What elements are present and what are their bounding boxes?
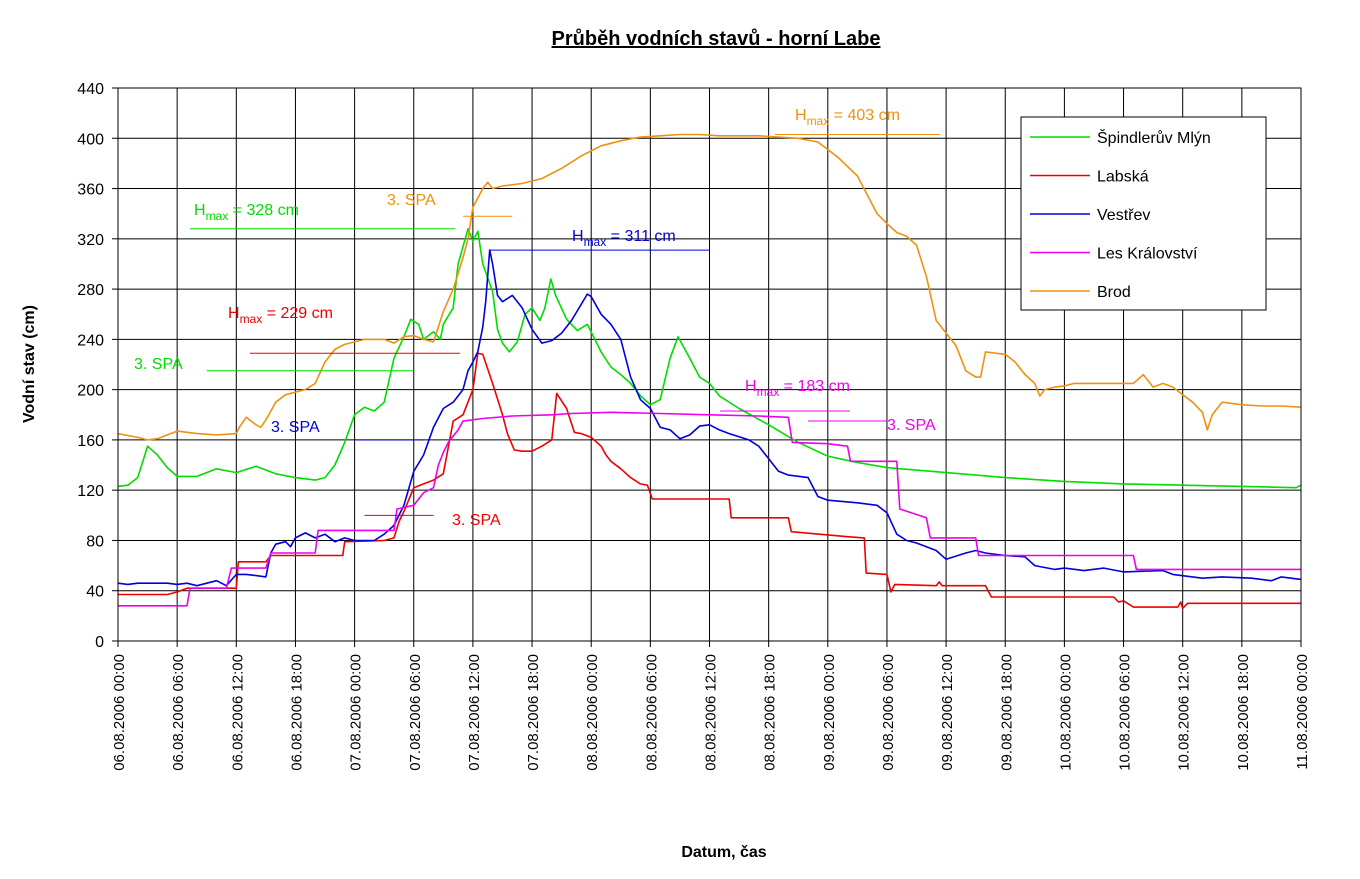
x-tick-label: 10.08.2006 18:00 — [1235, 654, 1252, 771]
x-tick-label: 11.08.2006 00:00 — [1294, 654, 1311, 770]
x-tick-label: 07.08.2006 12:00 — [466, 654, 483, 771]
x-tick-label: 08.08.2006 12:00 — [703, 654, 720, 771]
hmax-label-value: = 229 cm — [262, 305, 333, 322]
hmax-label-base: H — [572, 228, 584, 245]
x-tick-label: 08.08.2006 06:00 — [643, 654, 660, 771]
hmax-label: Hmax = 311 cm — [572, 228, 676, 249]
hmax-label-base: H — [745, 378, 757, 395]
legend-label: Labská — [1097, 169, 1149, 186]
legend-label: Les Království — [1097, 246, 1198, 263]
hmax-label-sub: max — [757, 385, 780, 399]
y-tick-label: 320 — [77, 232, 104, 249]
hmax-label-base: H — [228, 305, 240, 322]
y-tick-label: 240 — [77, 332, 104, 349]
hmax-label-value: = 403 cm — [829, 107, 900, 124]
y-tick-label: 200 — [77, 383, 104, 400]
hmax-label-sub: max — [240, 312, 263, 326]
legend-label: Vestřev — [1097, 207, 1150, 224]
y-tick-label: 400 — [77, 131, 104, 148]
hmax-label-value: = 311 cm — [606, 228, 676, 245]
hmax-label-value: = 183 cm — [779, 378, 850, 395]
hmax-label: Hmax = 328 cm — [194, 202, 299, 223]
y-tick-label: 0 — [95, 634, 104, 651]
spa-label: 3. SPA — [887, 417, 936, 434]
x-tick-label: 06.08.2006 18:00 — [288, 654, 305, 771]
x-tick-label: 06.08.2006 12:00 — [229, 654, 246, 771]
x-tick-label: 09.08.2006 06:00 — [880, 654, 897, 771]
hmax-label-base: H — [194, 202, 206, 219]
legend: Špindlerův Mlýn Labská Vestřev Les Královst… — [1020, 116, 1267, 311]
x-tick-label: 07.08.2006 00:00 — [348, 654, 365, 771]
y-tick-label: 40 — [86, 584, 104, 601]
chart-title: Průběh vodních stavů - horní Labe — [552, 28, 881, 50]
hmax-label: Hmax = 229 cm — [228, 305, 333, 326]
hmax-label: Hmax = 403 cm — [795, 107, 900, 128]
spa-label: 3. SPA — [452, 512, 501, 529]
x-axis-label: Datum, čas — [681, 844, 766, 861]
x-tick-label: 10.08.2006 12:00 — [1176, 654, 1193, 771]
x-tick-label: 08.08.2006 00:00 — [584, 654, 601, 771]
y-tick-label: 120 — [77, 483, 104, 500]
x-axis: 06.08.2006 00:00 06.08.2006 06:00 06.08.20… — [111, 641, 1311, 771]
spa-label: 3. SPA — [134, 356, 183, 373]
series-line-1 — [118, 352, 1301, 610]
hmax-label-value: = 328 cm — [228, 202, 299, 219]
x-tick-label: 07.08.2006 18:00 — [525, 654, 542, 771]
hmax-label-sub: max — [584, 235, 607, 249]
y-tick-label: 80 — [86, 533, 104, 550]
series-line-4 — [117, 133, 1302, 441]
x-tick-label: 10.08.2006 00:00 — [1057, 654, 1074, 771]
x-tick-label: 08.08.2006 18:00 — [762, 654, 779, 771]
y-axis: 0 40 80 120 160 200 240 280 320 360 400 440 — [77, 81, 118, 651]
hmax-label-base: H — [795, 107, 807, 124]
spa-label: 3. SPA — [271, 419, 320, 436]
y-tick-label: 440 — [77, 81, 104, 98]
series-layer — [117, 133, 1302, 610]
series-line-3 — [118, 411, 1301, 607]
y-tick-label: 360 — [77, 182, 104, 199]
x-tick-label: 06.08.2006 00:00 — [111, 654, 128, 771]
y-tick-label: 280 — [77, 282, 104, 299]
x-tick-label: 09.08.2006 00:00 — [821, 654, 838, 771]
x-tick-label: 06.08.2006 06:00 — [170, 654, 187, 771]
hmax-label: Hmax = 183 cm — [745, 378, 850, 399]
x-tick-label: 07.08.2006 06:00 — [407, 654, 424, 771]
x-tick-label: 10.08.2006 06:00 — [1117, 654, 1134, 771]
y-axis-label: Vodní stav (cm) — [21, 305, 38, 423]
y-tick-label: 160 — [77, 433, 104, 450]
hmax-label-sub: max — [807, 114, 830, 128]
series-line-2 — [117, 249, 1302, 587]
annotations: Hmax = 328 cm 3. SPA Hmax = 229 cm 3. SPA Hm… — [134, 107, 940, 529]
x-tick-label: 09.08.2006 18:00 — [998, 654, 1015, 771]
hmax-label-sub: max — [206, 209, 229, 223]
legend-label: Špindlerův Mlýn — [1097, 128, 1211, 147]
x-tick-label: 09.08.2006 12:00 — [939, 654, 956, 771]
legend-label: Brod — [1097, 284, 1131, 301]
spa-label: 3. SPA — [387, 192, 436, 209]
